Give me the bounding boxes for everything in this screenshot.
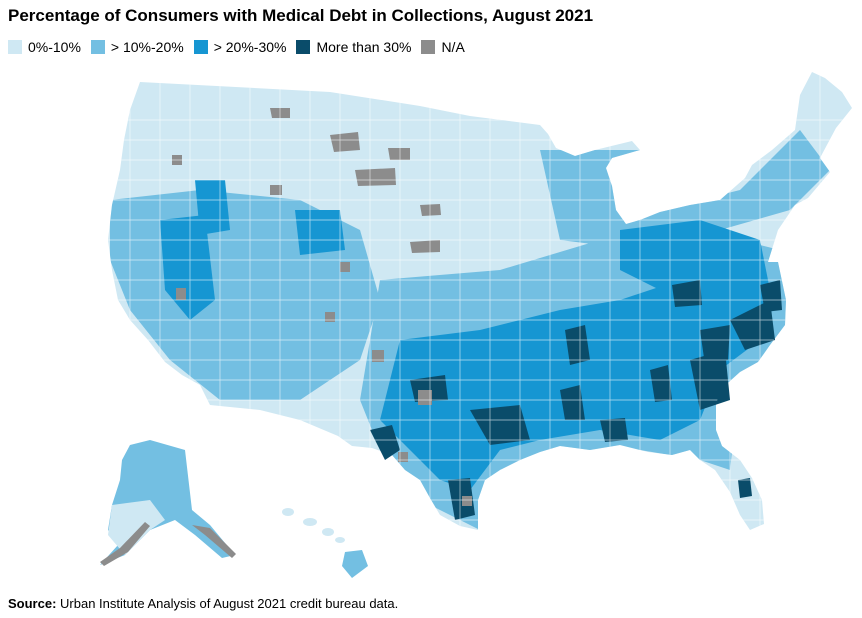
region-nevada-high [160,215,215,320]
legend-swatch-20-30 [193,40,208,54]
cluster-arkansas [565,325,590,365]
cluster-carolinas [730,300,775,350]
na-wyoming [270,185,282,195]
legend: 0%-10% > 10%-20% > 20%-30% More than 30%… [8,38,475,56]
na-montana-1 [330,132,360,152]
cluster-mississippi [560,385,585,420]
legend-item-0-10: 0%-10% [8,39,81,55]
hawaii-island-4 [335,537,345,543]
legend-item-na: N/A [421,39,465,55]
na-nevada [176,288,186,300]
legend-label-0-10: 0%-10% [28,39,81,55]
legend-swatch-over-30 [296,40,311,54]
legend-label-10-20: > 10%-20% [110,39,184,55]
alaska-light-region [108,500,165,555]
alaska-na-panhandle [192,525,236,558]
alaska-na-region [100,522,150,566]
source-text: Urban Institute Analysis of August 2021 … [56,596,399,611]
na-texas-1 [418,390,432,405]
legend-swatch-10-20 [90,40,105,54]
na-new-mexico [372,350,384,362]
cluster-louisiana [600,418,628,442]
legend-item-over-30: More than 30% [296,39,411,55]
na-texas-2 [398,452,408,462]
alaska [100,440,236,566]
legend-item-20-30: > 20%-30% [193,39,287,55]
cluster-virginia [760,280,782,312]
cluster-florida [738,478,752,498]
na-dakota-2 [388,148,410,160]
us-county-map [100,72,852,578]
hawaii [282,508,368,578]
hawaii-big-island [342,550,368,578]
na-nebraska-2 [420,204,441,216]
hawaii-island-1 [282,508,294,516]
na-texas-3 [462,496,472,506]
legend-swatch-na [421,40,436,54]
legend-label-over-30: More than 30% [316,39,412,55]
legend-label-20-30: > 20%-30% [213,39,287,55]
cluster-west-texas [370,425,400,460]
chart-title: Percentage of Consumers with Medical Deb… [8,6,594,25]
cluster-south-carolina [700,325,730,365]
region-wyoming-high [295,210,345,255]
legend-swatch-0-10 [8,40,22,54]
cluster-south-texas [448,478,475,520]
source-note: Source: Urban Institute Analysis of Augu… [8,596,398,611]
legend-label-na: N/A [441,39,465,55]
region-idaho-high [195,180,230,235]
legend-item-10-20: > 10%-20% [90,39,184,55]
na-utah [340,262,350,272]
hawaii-island-3 [322,528,334,536]
source-prefix: Source: [8,596,57,611]
cluster-central-texas [470,405,530,445]
hawaii-island-2 [303,518,317,526]
na-nebraska-1 [410,240,440,253]
cluster-alabama [650,365,672,402]
na-dakota-1 [355,168,396,186]
na-colorado [325,312,335,322]
